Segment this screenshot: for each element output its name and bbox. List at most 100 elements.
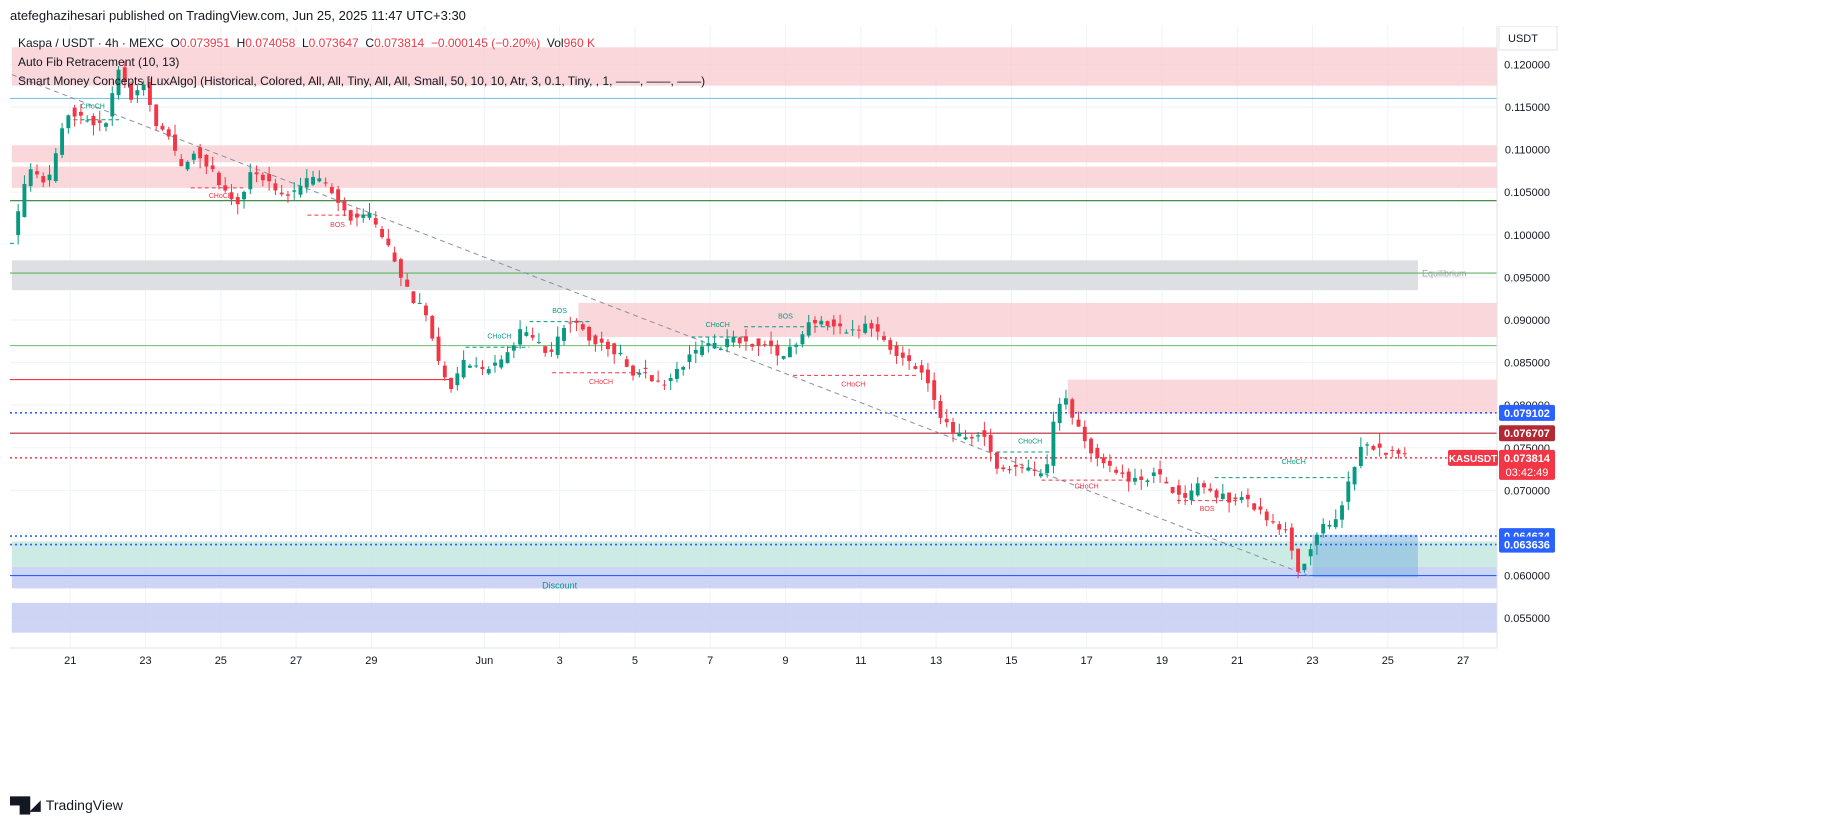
change-value: −0.000145 (−0.20%)	[430, 36, 541, 50]
candle-down	[398, 259, 403, 278]
candle-up	[104, 123, 108, 127]
price-badge	[1499, 536, 1555, 553]
indicator-smc[interactable]: Smart Money Concepts [LuxAlgo] (Historic…	[18, 74, 706, 88]
candle-down	[649, 375, 654, 382]
candle-down	[355, 213, 359, 218]
price-tick-label: 0.110000	[1505, 145, 1550, 157]
tradingview-logo-icon: ▀█◢	[10, 797, 41, 814]
candle-up	[455, 373, 460, 386]
horizontal-lines	[10, 97, 1497, 577]
candle-down	[988, 434, 993, 452]
price-tick-label: 0.100000	[1504, 230, 1550, 242]
candle-up	[317, 178, 322, 182]
candle-up	[1340, 505, 1344, 520]
candle-down	[813, 319, 817, 324]
supply-zone	[578, 302, 1497, 337]
candle-down	[574, 320, 579, 323]
candle-down	[1032, 469, 1037, 471]
time-tick-label: 13	[930, 655, 942, 667]
candle-up	[1239, 497, 1244, 501]
chart-legend: Kaspa / USDT · 4h · MEXC O0.073951 H0.07…	[18, 34, 705, 91]
candle-down	[737, 337, 742, 344]
candle-up	[47, 174, 52, 181]
price-tick-label: 0.115000	[1505, 102, 1550, 114]
candle-down	[750, 343, 755, 347]
candle-down	[913, 366, 918, 369]
candle-up	[486, 369, 491, 374]
candle-down	[1214, 490, 1219, 498]
structure-label: CHoCH	[1282, 459, 1306, 466]
candle-down	[888, 340, 893, 350]
candle-down	[254, 172, 259, 175]
candle-down	[549, 349, 554, 352]
candle-up	[493, 362, 497, 366]
candle-down	[1396, 450, 1401, 454]
publisher-line: atefeghazihesari published on TradingVie…	[10, 8, 466, 23]
candle-down	[543, 346, 548, 353]
candle-down	[825, 321, 830, 326]
candle-up	[681, 367, 686, 370]
indicator-fib[interactable]: Auto Fib Retracement (10, 13)	[18, 55, 180, 69]
candle-down	[1070, 399, 1075, 418]
footer-brand[interactable]: ▀█◢ TradingView	[10, 796, 123, 814]
candle-down	[160, 125, 165, 130]
candle-up	[687, 354, 692, 363]
time-tick-label: Jun	[475, 655, 493, 667]
price-badges: 0.0791020.0767070.0646340.063636KASUSDT0…	[1448, 404, 1555, 553]
low-label: L	[301, 36, 309, 50]
discount-zone	[11, 567, 1497, 589]
price-tick-label: 0.120000	[1504, 59, 1550, 71]
candle-up	[116, 69, 121, 96]
candle-up	[637, 372, 642, 375]
candle-up	[555, 336, 560, 355]
candle-down	[580, 324, 585, 330]
structure-label: CHoCH	[209, 193, 233, 200]
candle-up	[361, 214, 366, 218]
symbol-label[interactable]: Kaspa / USDT · 4h · MEXC	[18, 36, 164, 50]
candle-down	[932, 380, 937, 400]
candle-down	[907, 355, 912, 362]
candle-up	[1302, 563, 1307, 571]
structure-layer: CHoCH CHoCH BOS CHoCH BOS CHoCH CHoCH BOS CHoCH C…	[66, 104, 1467, 590]
candle-up	[28, 169, 33, 187]
candle-up	[863, 323, 868, 333]
candle-up	[474, 365, 479, 367]
time-tick-label: 19	[1156, 655, 1168, 667]
time-tick-label: 27	[290, 655, 302, 667]
volume-value: 960 K	[563, 36, 595, 50]
structure-label: BOS	[552, 308, 567, 315]
candle-down	[1371, 445, 1376, 450]
price-chart[interactable]: CHoCH CHoCH BOS CHoCH BOS CHoCH CHoCH BOS CHoCH C…	[0, 25, 1835, 796]
countdown-label: 03:42:49	[1506, 467, 1549, 479]
price-tick-label: 0.090000	[1504, 315, 1550, 327]
candle-up	[1195, 483, 1200, 496]
symbol-ohlc-row[interactable]: Kaspa / USDT · 4h · MEXC O0.073951 H0.07…	[18, 34, 705, 53]
candle-up	[242, 191, 246, 200]
candle-up	[292, 190, 297, 192]
candle-up	[1333, 519, 1338, 528]
candle-up	[85, 120, 90, 122]
candle-down	[35, 171, 39, 175]
candle-down	[323, 182, 328, 184]
time-tick-label: 27	[1457, 655, 1469, 667]
candle-down	[919, 365, 924, 373]
last-price-badge	[1499, 449, 1555, 480]
price-badge	[1499, 425, 1555, 442]
zone-label: Equilibrium	[1422, 269, 1467, 279]
candle-down	[762, 344, 767, 346]
candle-up	[800, 334, 805, 345]
candle-up	[787, 346, 792, 358]
candle-up	[1314, 534, 1319, 545]
candle-down	[838, 323, 843, 327]
open-label: O	[170, 36, 180, 50]
supply-zone	[11, 47, 1497, 69]
candle-down	[336, 189, 341, 203]
candle-down	[1283, 529, 1288, 531]
candle-up	[311, 176, 315, 185]
supply-zone	[11, 145, 1497, 163]
candle-up	[1365, 444, 1370, 446]
candle-down	[273, 183, 278, 191]
trendline	[11, 74, 1313, 578]
chart-container[interactable]: CHoCH CHoCH BOS CHoCH BOS CHoCH CHoCH BOS CHoCH C…	[0, 25, 1835, 796]
zones	[11, 47, 1497, 633]
